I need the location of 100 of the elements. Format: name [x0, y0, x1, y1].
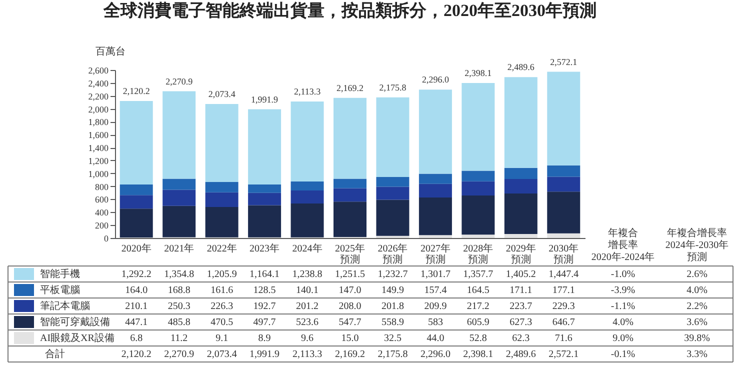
data-label: 192.7: [253, 301, 276, 312]
text: 3.3%: [686, 349, 708, 360]
data-label: 223.7: [510, 301, 532, 312]
data-label: 201.2: [296, 301, 319, 312]
data-label: 208.0: [338, 301, 362, 312]
y-tick-label: 400: [95, 208, 109, 218]
total-label: 2,073.4: [208, 89, 236, 100]
text: 2,296.0: [420, 349, 450, 360]
text: 2,169.2: [335, 349, 365, 360]
data-label: 1,292.2: [121, 269, 152, 280]
data-label: 605.9: [466, 317, 490, 328]
x-tick-label: 2027年預測: [420, 242, 450, 266]
text: 年複合增長率: [667, 227, 727, 239]
x-tick-label: 2025年預測: [335, 242, 365, 266]
y-axis-title: 百萬台: [96, 46, 126, 58]
y-tick-label: 1,800: [88, 117, 109, 128]
data-label: 497.7: [253, 317, 276, 328]
text: 4.0%: [686, 285, 708, 296]
data-label: 201.8: [381, 301, 404, 312]
text: 3.6%: [686, 317, 708, 328]
x-tick-label: 2026年預測: [378, 242, 408, 266]
y-tick-label: 1,000: [88, 168, 109, 179]
text: 2,489.6: [506, 349, 536, 360]
x-tick-label: 2020年: [121, 242, 152, 254]
data-label: 62.3: [512, 333, 530, 344]
data-label: 8.9: [258, 333, 271, 344]
text: 4.0%: [612, 317, 634, 328]
total-label: 2,572.1: [550, 56, 578, 67]
total-label: 1,991.9: [251, 94, 279, 104]
text: 增長率: [607, 239, 638, 251]
data-label: 1,357.7: [463, 269, 494, 280]
text: 2,398.1: [463, 349, 494, 360]
text: 2.2%: [686, 301, 708, 312]
text: 年複合: [608, 227, 638, 239]
x-tick-label: 2024年: [292, 242, 322, 254]
text: 1,991.9: [250, 349, 280, 360]
text: 合計: [45, 348, 65, 360]
data-label: 161.6: [210, 285, 234, 296]
data-label: 15.0: [341, 333, 359, 344]
data-label: 1,164.1: [250, 269, 280, 280]
data-label: 164.5: [466, 285, 490, 296]
data-label: 1,447.4: [548, 269, 579, 280]
data-label: 583: [428, 317, 443, 328]
chart-title: 全球消費電子智能終端出貨量，按品類拆分，2020年至2030年預測: [102, 1, 596, 20]
data-label: 627.3: [510, 317, 532, 328]
y-tick-label: 1,600: [88, 130, 109, 140]
data-label: 9.1: [216, 333, 228, 344]
data-label: 547.7: [338, 317, 362, 328]
data-label: 229.3: [552, 301, 575, 312]
data-label: 523.6: [296, 317, 319, 328]
x-tick-label: 2030年預測: [548, 242, 579, 266]
data-label: 9.6: [301, 333, 314, 344]
legend-label: 智能手機: [40, 268, 80, 280]
total-label: 2,120.2: [122, 86, 150, 96]
y-tick-label: 2,600: [88, 66, 109, 76]
text: 2,120.2: [121, 349, 152, 360]
text: 2024年-2030年: [665, 239, 729, 251]
y-tick-label: 1,400: [88, 143, 109, 154]
text: -1.0%: [610, 269, 636, 280]
text: -1.1%: [610, 301, 636, 312]
x-tick-label: 2021年: [164, 242, 194, 254]
y-tick-label: 600: [95, 194, 109, 205]
data-label: 210.1: [125, 301, 148, 312]
text: 2020年-2024年: [591, 251, 655, 263]
text: 2,073.4: [206, 349, 237, 360]
y-tick-label: 2,000: [88, 104, 109, 114]
text: 預測: [687, 251, 707, 263]
y-tick-label: 1,200: [88, 156, 109, 166]
y-tick-label: 2,400: [88, 78, 109, 88]
y-tick-label: 2,200: [88, 91, 109, 102]
legend-label: AI眼鏡及XR設備: [40, 332, 114, 344]
total-label: 2,270.9: [166, 76, 194, 86]
data-label: 1,251.5: [335, 269, 365, 280]
data-label: 226.3: [210, 301, 234, 312]
total-label: 2,169.2: [336, 82, 364, 93]
x-tick-label: 2028年預測: [463, 242, 494, 266]
text: 2,113.3: [292, 349, 322, 360]
legend-label: 筆記本電腦: [40, 300, 90, 312]
total-label: 2,175.8: [379, 82, 407, 92]
data-label: 147.0: [338, 285, 362, 296]
data-label: 447.1: [125, 317, 148, 328]
data-label: 44.0: [426, 333, 444, 344]
data-label: 164.0: [125, 285, 148, 296]
data-label: 558.9: [381, 317, 404, 328]
data-label: 32.5: [384, 333, 402, 344]
data-label: 209.9: [424, 301, 447, 312]
text: -3.9%: [610, 285, 636, 296]
x-tick-label: 2023年: [250, 242, 280, 254]
data-label: 171.1: [510, 285, 532, 296]
data-label: 1,301.7: [420, 269, 450, 280]
legend-label: 平板電腦: [40, 284, 80, 296]
text: 2,270.9: [164, 349, 194, 360]
total-label: 2,489.6: [507, 62, 535, 72]
data-label: 128.5: [253, 285, 276, 296]
data-label: 1,205.9: [206, 269, 237, 280]
data-label: 140.1: [296, 285, 319, 296]
data-label: 52.8: [469, 333, 487, 344]
total-label: 2,296.0: [422, 74, 450, 85]
x-tick-label: 2029年預測: [506, 242, 536, 266]
data-label: 157.4: [424, 285, 447, 296]
